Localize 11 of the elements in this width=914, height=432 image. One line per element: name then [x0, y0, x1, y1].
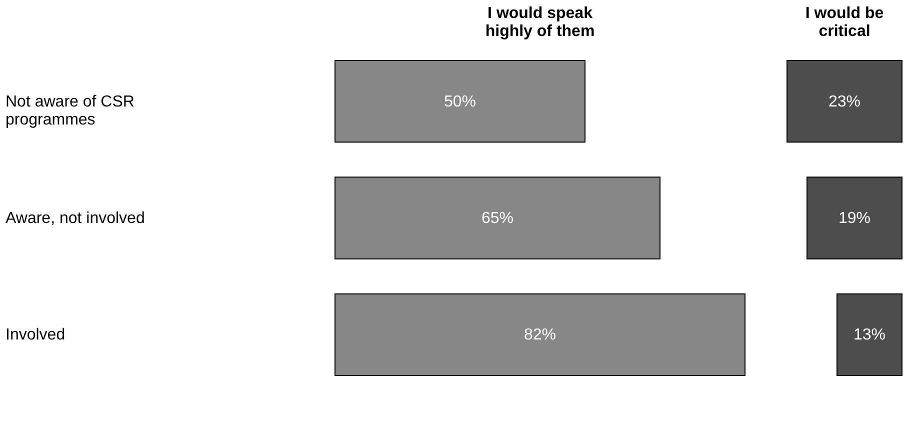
data-label: 19% — [838, 210, 871, 227]
data-label: 50% — [444, 93, 476, 110]
data-label: 23% — [828, 93, 861, 110]
data-label: 82% — [524, 326, 556, 344]
y-tick-label: Aware, not involved — [6, 210, 145, 227]
y-tick-label: Not aware of CSR programmes — [6, 93, 134, 128]
series-label: I would speak highly of them — [485, 5, 595, 40]
series-label: I would be critical — [805, 5, 884, 40]
data-label: 13% — [853, 326, 886, 344]
data-label: 65% — [481, 210, 514, 227]
y-tick-label: Involved — [6, 326, 66, 344]
